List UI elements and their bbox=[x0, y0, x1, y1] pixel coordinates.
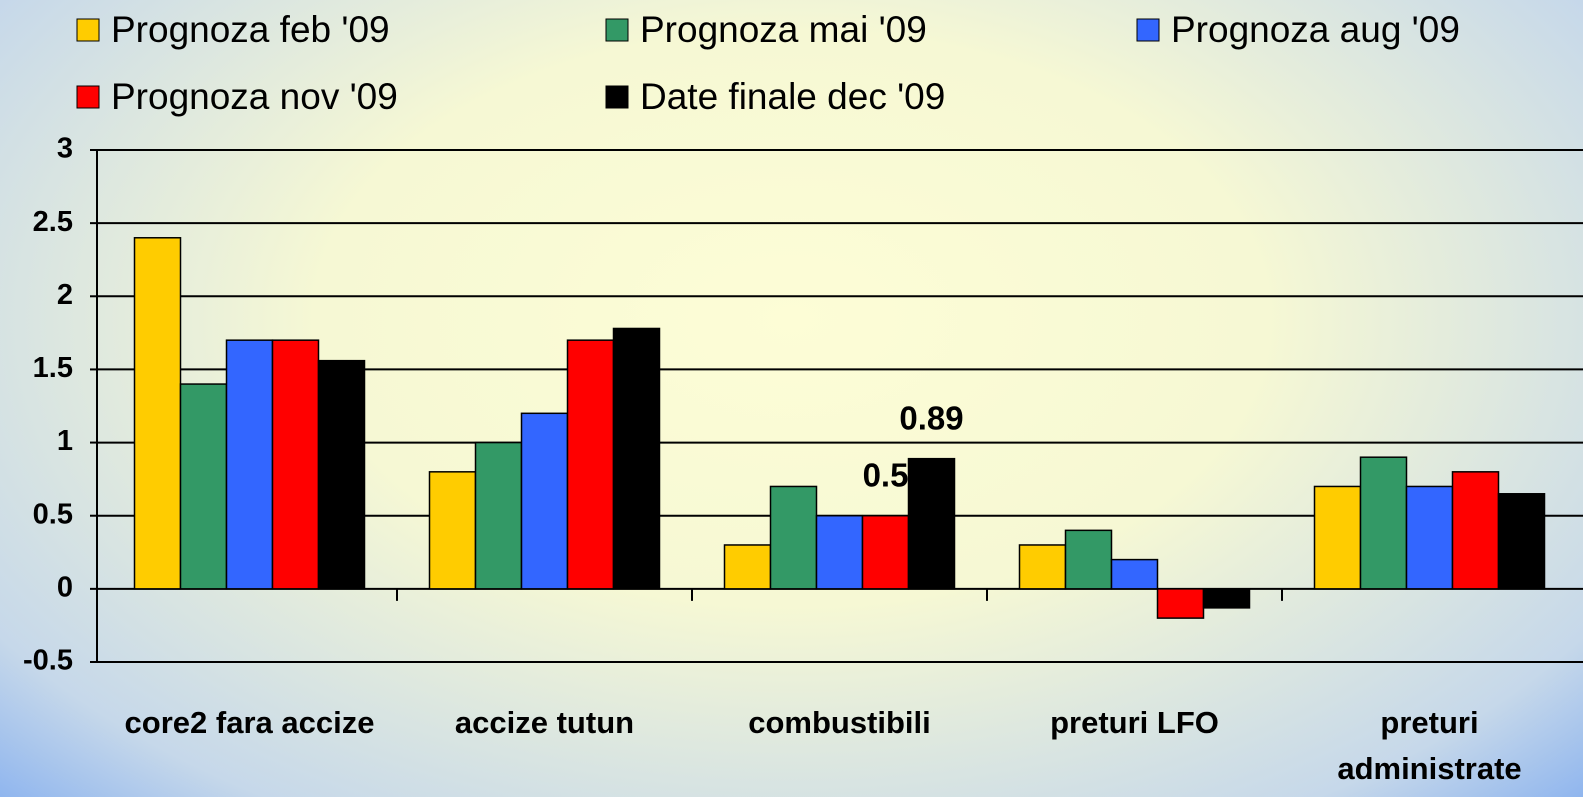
bar bbox=[1110, 558, 1159, 590]
bar bbox=[428, 471, 477, 590]
x-tick-label: core2 fara accize bbox=[124, 705, 375, 740]
bar bbox=[1451, 471, 1500, 590]
y-tick-label: 1.5 bbox=[33, 352, 73, 384]
x-tick-label: preturi LFO bbox=[1050, 705, 1219, 740]
bar bbox=[225, 339, 274, 590]
bar bbox=[474, 441, 523, 590]
bar bbox=[1405, 485, 1454, 590]
legend-label: Date finale dec '09 bbox=[640, 76, 945, 117]
bar bbox=[907, 457, 956, 590]
legend-label: Prognoza mai '09 bbox=[640, 9, 927, 50]
bar bbox=[566, 339, 615, 590]
bar bbox=[317, 359, 366, 590]
bar bbox=[133, 237, 182, 590]
y-tick-label: 0 bbox=[57, 572, 73, 604]
bar bbox=[1359, 456, 1408, 590]
bar bbox=[1064, 529, 1113, 590]
bar bbox=[723, 544, 772, 590]
legend-swatch bbox=[76, 18, 100, 42]
bar bbox=[861, 514, 910, 590]
bar bbox=[520, 412, 569, 590]
y-tick-label: 0.5 bbox=[33, 498, 73, 530]
y-tick-label: 1 bbox=[57, 425, 73, 457]
x-tick-label: accize tutun bbox=[454, 705, 635, 740]
bar bbox=[1313, 485, 1362, 590]
bar bbox=[769, 485, 818, 590]
bar bbox=[815, 514, 864, 590]
bar bbox=[612, 327, 661, 590]
x-tick-label: preturi administrate bbox=[1337, 705, 1522, 786]
bar bbox=[1156, 588, 1205, 619]
y-tick-label: 3 bbox=[57, 133, 73, 165]
legend-label: Prognoza feb '09 bbox=[111, 9, 390, 50]
y-tick-label: 2 bbox=[57, 279, 73, 311]
legend-label: Prognoza aug '09 bbox=[1171, 9, 1460, 50]
legend-swatch bbox=[1136, 18, 1160, 42]
legend-swatch bbox=[605, 85, 629, 109]
x-tick-label: combustibili bbox=[748, 705, 931, 740]
bar bbox=[271, 339, 320, 590]
bar bbox=[179, 383, 228, 590]
y-tick-label: 2.5 bbox=[33, 206, 73, 238]
legend-label: Prognoza nov '09 bbox=[111, 76, 398, 117]
bar bbox=[1497, 493, 1546, 590]
y-tick-label: -0.5 bbox=[23, 645, 73, 677]
data-label: 0.89 bbox=[899, 399, 963, 436]
data-label: 0.5 bbox=[863, 456, 909, 493]
legend-swatch bbox=[76, 85, 100, 109]
legend-swatch bbox=[605, 18, 629, 42]
bar bbox=[1018, 544, 1067, 590]
bar bbox=[1202, 588, 1251, 609]
